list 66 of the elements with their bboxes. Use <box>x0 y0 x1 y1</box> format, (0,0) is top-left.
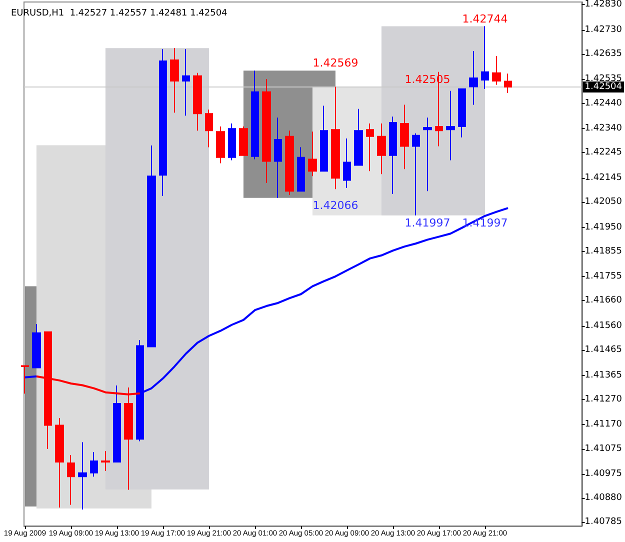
candlestick <box>469 50 478 106</box>
y-tick-label: 1.40880 <box>584 493 622 504</box>
candlestick <box>320 105 328 172</box>
candlestick <box>354 108 363 166</box>
y-tick-label: 1.42245 <box>584 148 622 158</box>
y-tick-label: 1.42730 <box>584 24 622 35</box>
candlestick <box>481 26 489 90</box>
candlestick <box>458 88 466 138</box>
y-tick-label: 1.41465 <box>584 345 622 356</box>
candlestick <box>423 117 432 192</box>
y-tick-label: 1.41075 <box>584 444 622 454</box>
annotation: 1.42066 <box>312 198 358 212</box>
y-tick-label: 1.40785 <box>584 517 622 528</box>
annotation: 1.42744 <box>462 12 508 26</box>
candlestick <box>21 365 29 394</box>
candlestick <box>228 123 236 161</box>
candlestick <box>308 131 317 177</box>
y-tick-label: 1.42635 <box>584 48 622 59</box>
y-tick-label: 1.41170 <box>584 420 622 430</box>
candlestick <box>205 109 213 148</box>
candlestick <box>492 56 501 86</box>
candlestick <box>297 146 305 192</box>
candlestick <box>32 323 41 368</box>
candlestick <box>389 116 397 194</box>
y-tick-label: 1.41270 <box>584 394 622 404</box>
annotation: 1.41997 <box>404 216 450 230</box>
candlestick <box>331 86 340 190</box>
candlestick <box>400 104 409 170</box>
candlestick <box>90 452 98 478</box>
y-tick-label: 1.41365 <box>584 370 622 380</box>
candlestick <box>377 123 386 175</box>
y-tick-label: 1.42830 <box>584 0 622 10</box>
candlestick <box>170 48 179 114</box>
candlestick <box>412 132 420 216</box>
candlestick <box>78 442 87 510</box>
y-tick-label: 1.40975 <box>584 469 622 480</box>
y-tick-label: 1.41855 <box>584 246 622 256</box>
candlestick <box>182 48 190 116</box>
candlestick <box>147 145 156 348</box>
candlestick <box>366 123 374 172</box>
candlestick <box>239 126 248 156</box>
candlestick <box>113 385 121 462</box>
y-tick-label: 1.41560 <box>584 321 622 332</box>
y-tick-label: 1.42340 <box>584 124 622 134</box>
candlestick <box>262 78 271 184</box>
y-tick-label: 1.42145 <box>584 172 622 183</box>
candlestick <box>274 117 282 198</box>
candlestick <box>101 450 110 472</box>
y-tick-label: 1.42440 <box>584 98 622 108</box>
y-tick-label: 1.42050 <box>584 196 622 207</box>
candlestick <box>446 90 455 161</box>
candlestick <box>193 72 202 132</box>
annotation: 1.42569 <box>312 56 358 70</box>
y-tick-label: 1.41755 <box>584 272 622 282</box>
candlestick <box>216 126 225 164</box>
ref-line-label: 1.42504 <box>584 82 622 92</box>
candlestick <box>67 454 75 506</box>
candlestick <box>159 48 167 196</box>
text: EURUSD,H1 1.42527 1.42557 1.42481 1.42504 <box>11 8 228 18</box>
candlestick <box>285 130 294 196</box>
candlestick <box>55 418 64 508</box>
candlestick <box>343 138 351 189</box>
y-tick-label: 1.41660 <box>584 296 622 306</box>
y-tick-label: 1.41950 <box>584 222 622 232</box>
candlestick <box>504 73 512 94</box>
candlestick <box>251 70 259 160</box>
